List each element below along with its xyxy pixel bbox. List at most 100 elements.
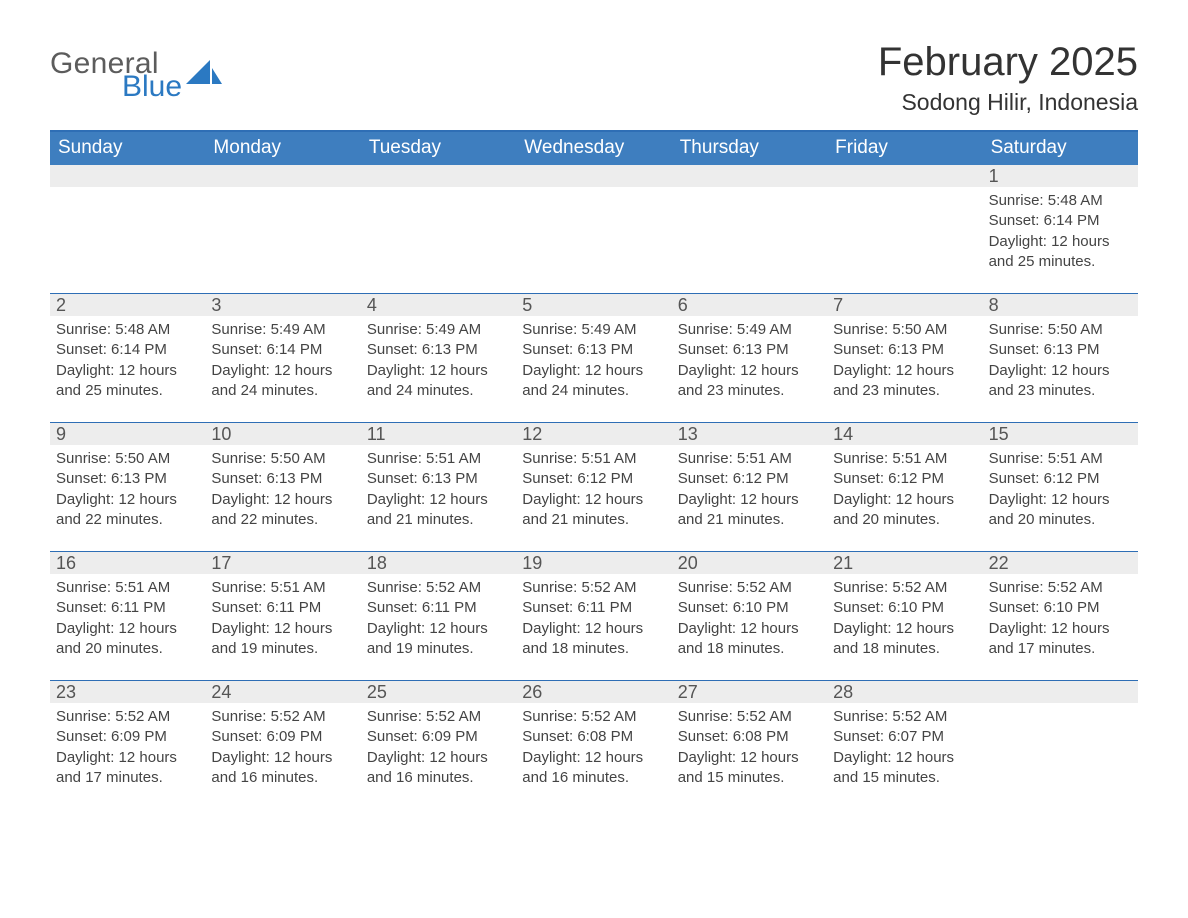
day-number: 9 [50, 424, 66, 445]
calendar-cell: 26Sunrise: 5:52 AMSunset: 6:08 PMDayligh… [516, 681, 671, 809]
daylight-line: Daylight: 12 hours and 25 minutes. [56, 361, 199, 402]
sail-icon [186, 54, 222, 84]
day-number: 21 [827, 553, 853, 574]
calendar-cell: 6Sunrise: 5:49 AMSunset: 6:13 PMDaylight… [672, 294, 827, 422]
calendar-cell: 3Sunrise: 5:49 AMSunset: 6:14 PMDaylight… [205, 294, 360, 422]
day-number-row [50, 165, 205, 187]
day-number-row [361, 165, 516, 187]
daylight-line: Daylight: 12 hours and 17 minutes. [989, 619, 1132, 660]
daylight-line: Daylight: 12 hours and 16 minutes. [367, 748, 510, 789]
day-number-row: 14 [827, 423, 982, 445]
day-number: 1 [983, 166, 999, 187]
day-number-row: 13 [672, 423, 827, 445]
calendar-cell: 16Sunrise: 5:51 AMSunset: 6:11 PMDayligh… [50, 552, 205, 680]
day-body: Sunrise: 5:52 AMSunset: 6:10 PMDaylight:… [672, 574, 827, 665]
day-number-row: 19 [516, 552, 671, 574]
day-body: Sunrise: 5:50 AMSunset: 6:13 PMDaylight:… [50, 445, 205, 536]
calendar-cell: 12Sunrise: 5:51 AMSunset: 6:12 PMDayligh… [516, 423, 671, 551]
day-number: 17 [205, 553, 231, 574]
day-body: Sunrise: 5:52 AMSunset: 6:09 PMDaylight:… [361, 703, 516, 794]
sunset-line: Sunset: 6:11 PM [211, 598, 354, 618]
day-body [827, 187, 982, 197]
weekday-header: Monday [205, 132, 360, 165]
sunrise-line: Sunrise: 5:51 AM [833, 449, 976, 469]
weekday-header: Wednesday [516, 132, 671, 165]
day-body: Sunrise: 5:49 AMSunset: 6:13 PMDaylight:… [672, 316, 827, 407]
calendar-cell: 2Sunrise: 5:48 AMSunset: 6:14 PMDaylight… [50, 294, 205, 422]
day-body: Sunrise: 5:52 AMSunset: 6:10 PMDaylight:… [827, 574, 982, 665]
day-number: 13 [672, 424, 698, 445]
day-number: 22 [983, 553, 1009, 574]
weekday-header: Tuesday [361, 132, 516, 165]
day-number: 14 [827, 424, 853, 445]
daylight-line: Daylight: 12 hours and 17 minutes. [56, 748, 199, 789]
sunset-line: Sunset: 6:13 PM [522, 340, 665, 360]
sunrise-line: Sunrise: 5:50 AM [211, 449, 354, 469]
calendar-cell: 14 Sunrise: 5:51 AMSunset: 6:12 PMDayligh… [827, 423, 982, 551]
sunset-line: Sunset: 6:09 PM [367, 727, 510, 747]
sunset-line: Sunset: 6:12 PM [833, 469, 976, 489]
day-number-row: 6 [672, 294, 827, 316]
calendar-cell [50, 165, 205, 293]
daylight-line: Daylight: 12 hours and 20 minutes. [833, 490, 976, 531]
day-number: 2 [50, 295, 66, 316]
day-number: 20 [672, 553, 698, 574]
sunrise-line: Sunrise: 5:52 AM [367, 707, 510, 727]
calendar-cell [361, 165, 516, 293]
sunrise-line: Sunrise: 5:52 AM [678, 707, 821, 727]
day-number-row: 25 [361, 681, 516, 703]
sunrise-line: Sunrise: 5:49 AM [522, 320, 665, 340]
day-number-row: 4 [361, 294, 516, 316]
day-number-row [827, 165, 982, 187]
day-number: 11 [361, 424, 386, 445]
day-number-row: 17 [205, 552, 360, 574]
day-number-row: 11 [361, 423, 516, 445]
day-body [50, 187, 205, 197]
daylight-line: Daylight: 12 hours and 15 minutes. [833, 748, 976, 789]
day-number: 4 [361, 295, 377, 316]
calendar-cell: 22Sunrise: 5:52 AMSunset: 6:10 PMDayligh… [983, 552, 1138, 680]
calendar-cell: 19Sunrise: 5:52 AMSunset: 6:11 PMDayligh… [516, 552, 671, 680]
sunrise-line: Sunrise: 5:50 AM [833, 320, 976, 340]
sunrise-line: Sunrise: 5:52 AM [833, 707, 976, 727]
daylight-line: Daylight: 12 hours and 23 minutes. [989, 361, 1132, 402]
calendar-cell [983, 681, 1138, 809]
day-number-row: 24 [205, 681, 360, 703]
sunrise-line: Sunrise: 5:48 AM [989, 191, 1132, 211]
day-number-row: 5 [516, 294, 671, 316]
daylight-line: Daylight: 12 hours and 20 minutes. [56, 619, 199, 660]
day-number-row: 27 [672, 681, 827, 703]
day-body: Sunrise: 5:50 AMSunset: 6:13 PMDaylight:… [205, 445, 360, 536]
sunset-line: Sunset: 6:13 PM [367, 469, 510, 489]
daylight-line: Daylight: 12 hours and 22 minutes. [211, 490, 354, 531]
day-number-row: 23 [50, 681, 205, 703]
day-body [983, 703, 1138, 713]
daylight-line: Daylight: 12 hours and 24 minutes. [367, 361, 510, 402]
sunset-line: Sunset: 6:10 PM [989, 598, 1132, 618]
month-title: February 2025 [878, 40, 1138, 85]
sunset-line: Sunset: 6:13 PM [678, 340, 821, 360]
calendar-cell: 4Sunrise: 5:49 AMSunset: 6:13 PMDaylight… [361, 294, 516, 422]
day-number-row: 28 [827, 681, 982, 703]
daylight-line: Daylight: 12 hours and 25 minutes. [989, 232, 1132, 273]
location-subtitle: Sodong Hilir, Indonesia [878, 89, 1138, 116]
day-body: Sunrise: 5:52 AMSunset: 6:11 PMDaylight:… [361, 574, 516, 665]
day-number-row: 1 [983, 165, 1138, 187]
day-number-row: 10 [205, 423, 360, 445]
title-block: February 2025 Sodong Hilir, Indonesia [878, 40, 1138, 116]
sunrise-line: Sunrise: 5:52 AM [833, 578, 976, 598]
day-number-row: 16 [50, 552, 205, 574]
sunrise-line: Sunrise: 5:50 AM [56, 449, 199, 469]
day-number-row: 12 [516, 423, 671, 445]
day-body: Sunrise: 5:52 AMSunset: 6:11 PMDaylight:… [516, 574, 671, 665]
calendar-cell: 8Sunrise: 5:50 AMSunset: 6:13 PMDaylight… [983, 294, 1138, 422]
sunset-line: Sunset: 6:14 PM [56, 340, 199, 360]
logo-word-blue: Blue [122, 73, 182, 100]
day-body: Sunrise: 5:50 AMSunset: 6:13 PMDaylight:… [827, 316, 982, 407]
daylight-line: Daylight: 12 hours and 21 minutes. [678, 490, 821, 531]
calendar-cell: 24Sunrise: 5:52 AMSunset: 6:09 PMDayligh… [205, 681, 360, 809]
sunrise-line: Sunrise: 5:51 AM [211, 578, 354, 598]
sunset-line: Sunset: 6:11 PM [367, 598, 510, 618]
day-number: 18 [361, 553, 387, 574]
day-body [672, 187, 827, 197]
